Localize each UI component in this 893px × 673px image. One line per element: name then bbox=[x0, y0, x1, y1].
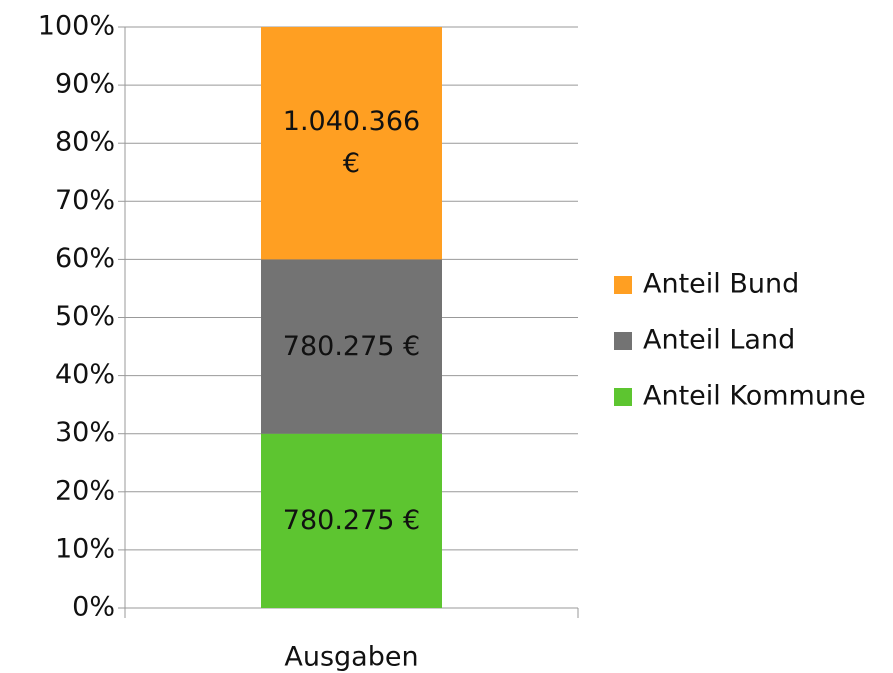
legend-label: Anteil Land bbox=[643, 325, 795, 356]
x-tick-label: Ausgaben bbox=[284, 642, 418, 673]
legend-label: Anteil Kommune bbox=[643, 381, 866, 412]
y-tick-label: 50% bbox=[55, 301, 115, 332]
y-tick-label: 100% bbox=[38, 11, 115, 42]
y-tick-label: 40% bbox=[55, 359, 115, 390]
data-label: 780.275 € bbox=[282, 504, 421, 536]
y-tick-label: 90% bbox=[55, 69, 115, 100]
legend-swatch bbox=[614, 276, 632, 294]
y-tick-label: 20% bbox=[55, 475, 115, 506]
legend-swatch bbox=[614, 332, 632, 350]
bar-segment bbox=[261, 259, 442, 434]
y-tick-label: 0% bbox=[72, 592, 115, 623]
y-tick-label: 30% bbox=[55, 417, 115, 448]
data-label: 1.040.366 € bbox=[282, 106, 421, 180]
legend-label: Anteil Bund bbox=[643, 269, 799, 300]
y-tick-label: 70% bbox=[55, 185, 115, 216]
data-label: 780.275 € bbox=[282, 330, 421, 362]
y-tick-label: 80% bbox=[55, 127, 115, 158]
y-tick-label: 60% bbox=[55, 243, 115, 274]
bar-segment bbox=[261, 433, 442, 608]
legend-swatch bbox=[614, 388, 632, 406]
y-tick-label: 10% bbox=[55, 533, 115, 564]
bar-segment bbox=[261, 27, 442, 260]
